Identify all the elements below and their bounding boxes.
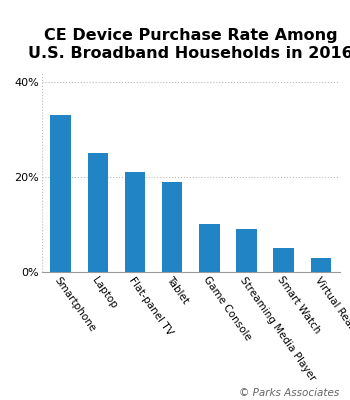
Bar bbox=[50, 115, 71, 272]
Bar bbox=[88, 153, 108, 272]
Bar bbox=[273, 248, 294, 272]
Bar bbox=[311, 258, 331, 272]
Title: CE Device Purchase Rate Among
U.S. Broadband Households in 2016: CE Device Purchase Rate Among U.S. Broad… bbox=[28, 28, 350, 61]
Bar bbox=[199, 224, 219, 272]
Text: © Parks Associates: © Parks Associates bbox=[239, 388, 340, 398]
Bar bbox=[236, 229, 257, 272]
Bar bbox=[125, 172, 145, 272]
Bar bbox=[162, 182, 182, 272]
